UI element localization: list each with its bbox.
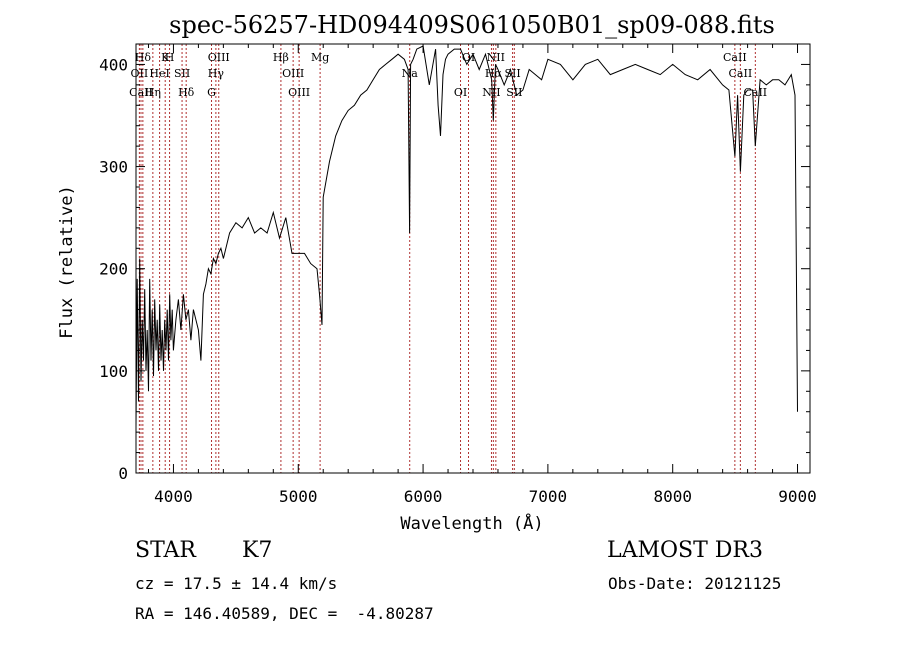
line-label: CaII [723, 51, 747, 64]
spectrum-line [136, 46, 798, 427]
x-tick-label: 8000 [653, 487, 692, 506]
line-label: Hδ [178, 86, 195, 99]
emission-line-labels: HδOIICaIIKHeIHηHSIIHδOIIIHγGHβOIIIOIIIMg… [129, 51, 767, 99]
line-label: Hδ [135, 51, 152, 64]
x-tick-label: 5000 [279, 487, 318, 506]
line-label: Hβ [273, 51, 289, 64]
line-label: G [207, 86, 216, 99]
line-label: OI [454, 86, 467, 99]
y-axis-label: Flux (relative) [57, 185, 77, 339]
plot-frame [136, 44, 810, 473]
x-axis: 4000 5000 6000 7000 8000 9000 [148, 44, 816, 506]
x-axis-label: Wavelength (Å) [400, 512, 543, 534]
line-label: NII [487, 51, 505, 64]
x-tick-label: 9000 [778, 487, 817, 506]
observation-date: Obs-Date: 20121125 [608, 574, 781, 593]
line-label: SII [174, 67, 190, 80]
line-label: OII [131, 67, 149, 80]
line-label: NII [482, 86, 500, 99]
line-label: H [165, 51, 175, 64]
survey-name: LAMOST DR3 [607, 538, 763, 563]
object-subclass: K7 [242, 538, 272, 563]
y-axis: 0 100 200 300 400 [99, 44, 810, 483]
emission-line-markers [139, 44, 755, 473]
line-label: CaII [729, 67, 753, 80]
object-class: STAR [135, 538, 196, 563]
chart-title: spec-56257-HD094409S061050B01_sp09-088.f… [169, 11, 775, 39]
line-label: OIII [282, 67, 304, 80]
coordinates: RA = 146.40589, DEC = -4.80287 [135, 604, 434, 623]
y-tick-label: 200 [99, 260, 128, 279]
redshift-value: cz = 17.5 ± 14.4 km/s [135, 574, 337, 593]
x-tick-label: 6000 [404, 487, 443, 506]
y-tick-label: 0 [118, 464, 128, 483]
line-label: Na [402, 67, 419, 80]
line-label: Hγ [208, 67, 225, 80]
line-label: CaII [743, 86, 767, 99]
line-label: OIII [208, 51, 230, 64]
line-label: Hη [145, 86, 161, 99]
y-tick-label: 400 [99, 55, 128, 74]
y-tick-label: 300 [99, 158, 128, 177]
y-tick-label: 100 [99, 362, 128, 381]
x-tick-label: 7000 [529, 487, 568, 506]
line-label: OIII [288, 86, 310, 99]
line-label: Mg [311, 51, 329, 64]
x-tick-label: 4000 [154, 487, 193, 506]
line-label: HeI [149, 67, 169, 80]
